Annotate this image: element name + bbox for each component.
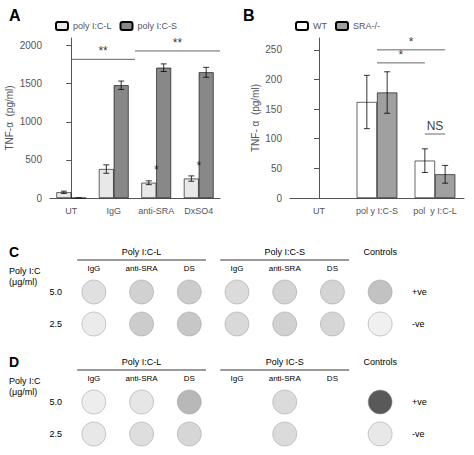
svg-text:pol y I:C-L: pol y I:C-L xyxy=(413,206,457,216)
svg-text:poly I:C-S: poly I:C-S xyxy=(138,21,178,31)
svg-text:-ve: -ve xyxy=(412,319,425,329)
svg-text:anti-SRA: anti-SRA xyxy=(269,264,302,273)
svg-text:100: 100 xyxy=(265,133,282,144)
svg-text:anti-SRA: anti-SRA xyxy=(138,206,174,216)
svg-text:Poly I:C-L: Poly I:C-L xyxy=(122,247,162,257)
svg-text:2.5: 2.5 xyxy=(49,319,62,329)
svg-text:Poly I:C: Poly I:C xyxy=(9,376,41,386)
svg-text:anti-SRA: anti-SRA xyxy=(126,374,159,383)
svg-text:WT: WT xyxy=(313,21,327,31)
svg-text:5.0: 5.0 xyxy=(49,397,62,407)
svg-text:250: 250 xyxy=(265,44,282,55)
svg-text:5.0: 5.0 xyxy=(49,287,62,297)
svg-text:150: 150 xyxy=(265,104,282,115)
svg-text:Poly I:C-L: Poly I:C-L xyxy=(122,357,162,367)
svg-text:*: * xyxy=(409,35,414,49)
svg-text:D: D xyxy=(9,354,19,370)
svg-text:pol y I:C-S: pol y I:C-S xyxy=(356,206,398,216)
svg-text:IgG: IgG xyxy=(106,206,121,216)
svg-text:**: ** xyxy=(173,36,183,50)
svg-text:0: 0 xyxy=(36,193,42,204)
svg-text:UT: UT xyxy=(313,206,325,216)
svg-text:+ve: +ve xyxy=(412,397,427,407)
svg-text:1500: 1500 xyxy=(20,78,43,89)
svg-text:Poly IC-S: Poly IC-S xyxy=(266,357,304,367)
svg-text:500: 500 xyxy=(25,154,42,165)
svg-text:anti-SRA: anti-SRA xyxy=(126,264,159,273)
svg-text:Poly I:C-S: Poly I:C-S xyxy=(264,247,305,257)
svg-text:TNF-α (pg/ml): TNF-α (pg/ml) xyxy=(4,85,15,150)
svg-text:(μg/ml): (μg/ml) xyxy=(9,387,37,397)
svg-text:DS: DS xyxy=(184,264,195,273)
svg-text:A: A xyxy=(9,7,21,24)
svg-text:-ve: -ve xyxy=(412,429,425,439)
svg-text:DS: DS xyxy=(327,264,338,273)
svg-text:1000: 1000 xyxy=(20,116,43,127)
svg-text:SRA-/-: SRA-/- xyxy=(353,21,380,31)
svg-text:DxSO4: DxSO4 xyxy=(184,206,213,216)
svg-text:*: * xyxy=(154,163,159,177)
svg-text:IgG: IgG xyxy=(87,374,100,383)
svg-text:2.5: 2.5 xyxy=(49,429,62,439)
svg-text:*: * xyxy=(196,159,201,173)
svg-text:TNF- α (pg/ml): TNF- α (pg/ml) xyxy=(250,84,261,152)
svg-text:(μg/ml): (μg/ml) xyxy=(9,277,37,287)
svg-text:*: * xyxy=(399,48,404,62)
svg-text:2000: 2000 xyxy=(20,40,43,51)
svg-text:Controls: Controls xyxy=(363,357,397,367)
svg-text:Controls: Controls xyxy=(363,247,397,257)
svg-text:poly I:C-L: poly I:C-L xyxy=(73,21,112,31)
svg-text:200: 200 xyxy=(265,74,282,85)
svg-text:UT: UT xyxy=(65,206,77,216)
svg-text:IgG: IgG xyxy=(231,374,244,383)
svg-text:+ve: +ve xyxy=(412,287,427,297)
svg-text:0: 0 xyxy=(276,193,282,204)
svg-text:IgG: IgG xyxy=(87,264,100,273)
svg-text:DS: DS xyxy=(327,374,338,383)
svg-text:C: C xyxy=(9,244,19,260)
svg-text:anti-SRA: anti-SRA xyxy=(269,374,302,383)
svg-text:IgG: IgG xyxy=(231,264,244,273)
svg-text:B: B xyxy=(243,7,255,24)
svg-text:DS: DS xyxy=(184,374,195,383)
svg-text:**: ** xyxy=(98,44,108,58)
svg-text:50: 50 xyxy=(271,163,283,174)
svg-text:NS: NS xyxy=(427,119,444,133)
svg-text:Poly I:C: Poly I:C xyxy=(9,266,41,276)
